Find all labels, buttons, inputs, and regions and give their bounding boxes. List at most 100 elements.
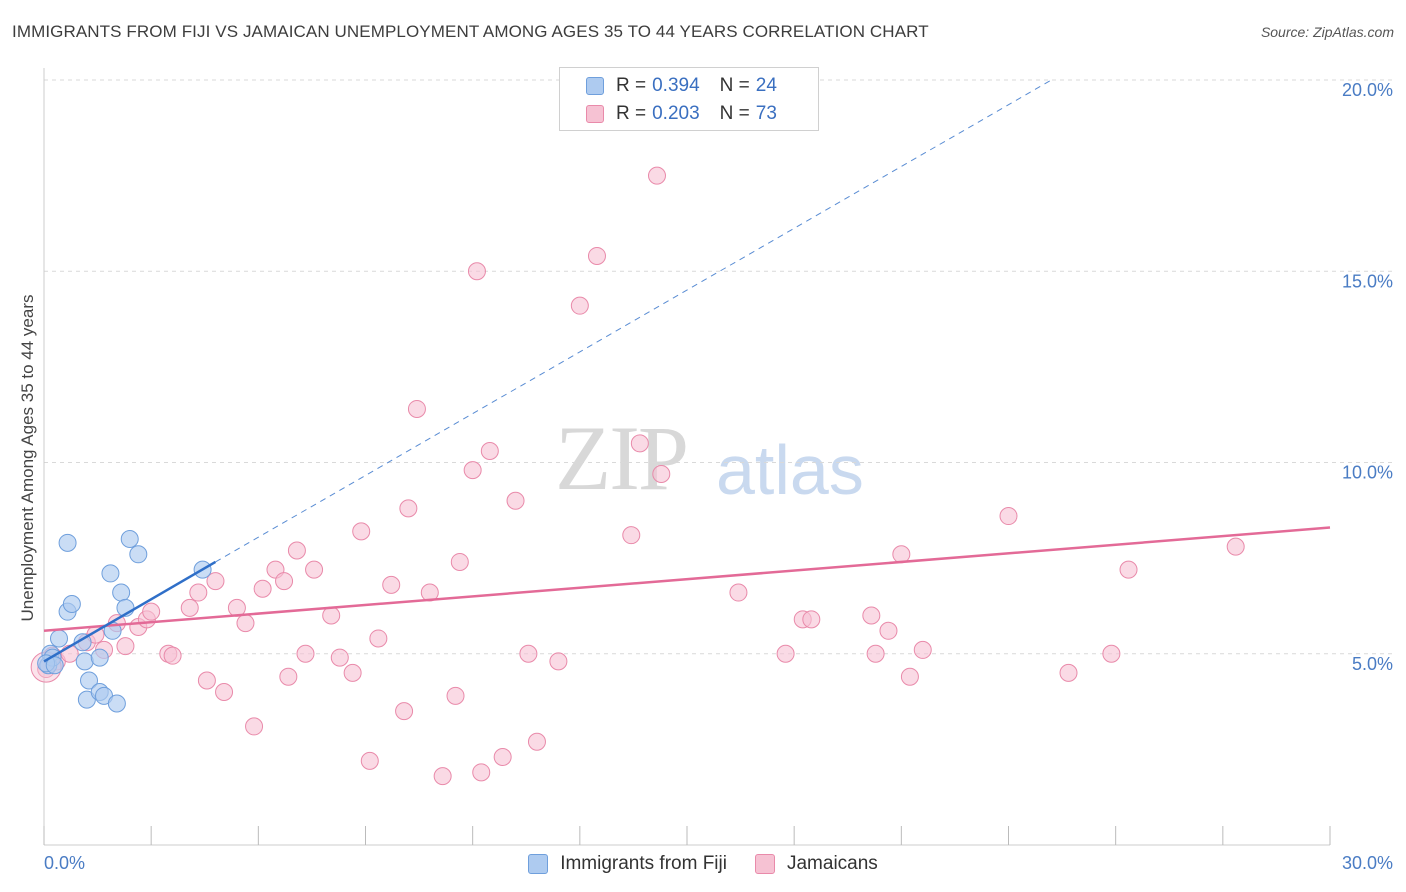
jamaicans-swatch (586, 105, 604, 123)
jamaicans-point (236, 614, 255, 633)
jamaicans-point (369, 629, 388, 648)
legend-label-jamaicans: Jamaicans (786, 853, 878, 874)
watermark-zip: ZIP (555, 407, 689, 509)
r-value: 0.394 (652, 75, 700, 96)
fiji-point (58, 533, 77, 552)
correlation-legend: R = 0.394 N = 24 R = 0.203 N = 73 (559, 67, 819, 131)
jamaicans-point (206, 572, 225, 591)
jamaicans-trend-line (43, 526, 1331, 633)
y-axis-label: Unemployment Among Ages 35 to 44 years (18, 295, 37, 622)
fiji-point (107, 694, 126, 713)
fiji-point (101, 564, 120, 583)
jamaicans-point (352, 522, 371, 541)
fiji-point (62, 595, 81, 614)
fiji-point (90, 648, 109, 667)
jamaicans-point (1102, 644, 1121, 663)
jamaicans-point (729, 583, 748, 602)
jamaicans-point (866, 644, 885, 663)
legend-row-fiji: R = 0.394 N = 24 (586, 74, 777, 98)
axis-labels: 5.0% 10.0% 15.0% 20.0% 0.0% 30.0% Unemployment… (18, 80, 1393, 873)
jamaicans-point (142, 602, 161, 621)
y-tick-label: 20.0% (1342, 80, 1393, 100)
n-value: 73 (755, 103, 777, 124)
jamaicans-point (343, 663, 362, 682)
jamaicans-point (652, 464, 671, 483)
r-value: 0.203 (652, 103, 700, 124)
jamaicans-point (999, 507, 1018, 526)
fiji-point (45, 656, 64, 675)
jamaicans-point (1059, 663, 1078, 682)
jamaicans-point (527, 732, 546, 751)
legend-item-jamaicans[interactable]: Jamaicans (754, 853, 878, 875)
n-label: N = (719, 75, 750, 96)
jamaicans-points (30, 166, 1245, 786)
jamaicans-point (322, 606, 341, 625)
fiji-swatch (528, 854, 549, 874)
jamaicans-point (519, 644, 538, 663)
jamaicans-point (630, 434, 649, 453)
source-label: Source: ZipAtlas.com (1260, 24, 1394, 40)
jamaicans-point (245, 717, 264, 736)
fiji-point (120, 530, 139, 548)
grid-lines (44, 79, 1392, 655)
jamaicans-point (116, 637, 135, 656)
trend-lines (43, 79, 1331, 663)
jamaicans-point (197, 671, 216, 690)
jamaicans-point (399, 499, 418, 518)
y-tick-label: 15.0% (1342, 271, 1393, 291)
jamaicans-point (900, 667, 919, 686)
jamaicans-point (913, 640, 932, 659)
series-legend: Immigrants from Fiji Jamaicans (0, 850, 1406, 878)
fiji-trend-line (43, 560, 217, 663)
jamaicans-point (189, 583, 208, 602)
jamaicans-point (802, 610, 821, 629)
x-tick-label: 30.0% (1342, 853, 1393, 873)
jamaicans-point (480, 442, 499, 461)
jamaicans-point (463, 461, 482, 480)
jamaicans-point (253, 579, 272, 598)
jamaicans-point (879, 621, 898, 640)
n-label: N = (719, 103, 750, 124)
jamaicans-point (647, 166, 666, 185)
jamaicans-point (467, 262, 486, 281)
jamaicans-point (1119, 560, 1138, 579)
jamaicans-point (1226, 537, 1245, 556)
legend-row-jamaicans: R = 0.203 N = 73 (586, 102, 777, 126)
jamaicans-point (446, 686, 465, 705)
jamaicans-point (382, 575, 401, 594)
jamaicans-point (287, 541, 306, 560)
axes (43, 68, 1331, 846)
jamaicans-point (862, 606, 881, 625)
jamaicans-point (450, 552, 469, 571)
jamaicans-point (776, 644, 795, 663)
y-tick-label: 5.0% (1352, 654, 1393, 674)
n-value: 24 (755, 75, 777, 96)
jamaicans-point (506, 491, 525, 510)
jamaicans-point (330, 648, 349, 667)
r-label: R = (616, 103, 647, 124)
jamaicans-point (395, 702, 414, 721)
chart-title: IMMIGRANTS FROM FIJI VS JAMAICAN UNEMPLO… (12, 22, 929, 41)
jamaicans-point (180, 598, 199, 617)
fiji-point (129, 545, 148, 564)
jamaicans-point (360, 751, 379, 770)
fiji-point (75, 652, 94, 671)
x-tick-label: 0.0% (44, 853, 85, 873)
jamaicans-point (163, 646, 182, 665)
jamaicans-point (493, 748, 512, 767)
jamaicans-swatch (754, 854, 775, 874)
jamaicans-point (570, 296, 589, 315)
jamaicans-point (433, 767, 452, 786)
jamaicans-point (407, 399, 426, 418)
fiji-trend-extension (215, 79, 1052, 563)
legend-item-fiji[interactable]: Immigrants from Fiji (528, 853, 727, 875)
fiji-point (73, 633, 92, 652)
jamaicans-point (296, 644, 315, 663)
jamaicans-point (305, 560, 324, 579)
jamaicans-point (587, 246, 606, 265)
jamaicans-point (275, 572, 294, 591)
fiji-swatch (586, 77, 604, 95)
jamaicans-point (215, 683, 234, 701)
fiji-point (80, 671, 99, 690)
